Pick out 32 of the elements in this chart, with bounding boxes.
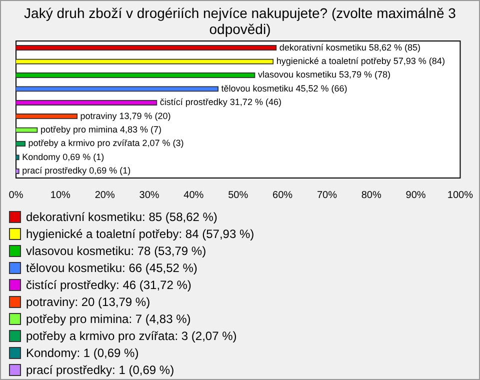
text: vlasovou kosmetiku: 78 (53,79 %) (26, 244, 206, 258)
x-tick-label: 40% (184, 190, 204, 201)
text: hygienické a toaletní potřeby: 84 (57,93 %) (26, 226, 254, 240)
category-label: potraviny 13,79 % (20) (80, 110, 171, 121)
category-label: čistící prostředky 31,72 % (46) (160, 97, 282, 108)
x-tick-label: 90% (406, 190, 426, 201)
chart-title: Jaký druh zboží v drogériích nejvíce nakupujete? (zvolte maximálně 3 odpovědi) (23, 4, 457, 39)
x-tick-label: 50% (228, 190, 248, 201)
category-label: Kondomy 0,69 % (1) (22, 152, 104, 162)
x-tick-label: 10% (50, 190, 71, 201)
category-label: tělovou kosmetiku 45,52 % (66) (221, 83, 348, 94)
category-label: vlasovou kosmetiku 53,79 % (78) (258, 70, 391, 80)
text: Kondomy: 1 (0,69 %) (26, 346, 139, 360)
category-label: prací prostředky 0,69 % (1) (22, 166, 131, 176)
text: potřeby pro mimina: 7 (4,83 %) (26, 312, 191, 326)
x-tick-label: 100% (447, 190, 474, 201)
text: prací prostředky: 1 (0,69 %) (26, 362, 174, 376)
category-label: hygienické a toaletní potřeby 57,93 % (84) (276, 56, 445, 66)
x-tick-label: 30% (139, 190, 160, 201)
text: potřeby a krmivo pro zvířata: 3 (2,07 %) (26, 328, 237, 342)
text: čistící prostředky: 46 (31,72 %) (26, 278, 192, 292)
category-label: potřeby a krmivo pro zvířata 2,07 % (3) (28, 138, 184, 148)
category-label: potřeby pro mimina 4,83 % (7) (40, 124, 162, 135)
category-label: dekorativní kosmetiku 58,62 % (85) (279, 42, 420, 52)
x-tick-label: 60% (272, 190, 293, 201)
x-tick-label: 0% (8, 190, 24, 201)
text: potraviny: 20 (13,79 %) (26, 294, 150, 308)
text: tělovou kosmetiku: 66 (45,52 %) (26, 260, 198, 274)
text: dekorativní kosmetiku: 85 (58,62 %) (26, 210, 218, 224)
x-tick-label: 80% (361, 190, 382, 201)
x-tick-label: 20% (94, 190, 115, 201)
x-tick-label: 70% (316, 190, 338, 201)
